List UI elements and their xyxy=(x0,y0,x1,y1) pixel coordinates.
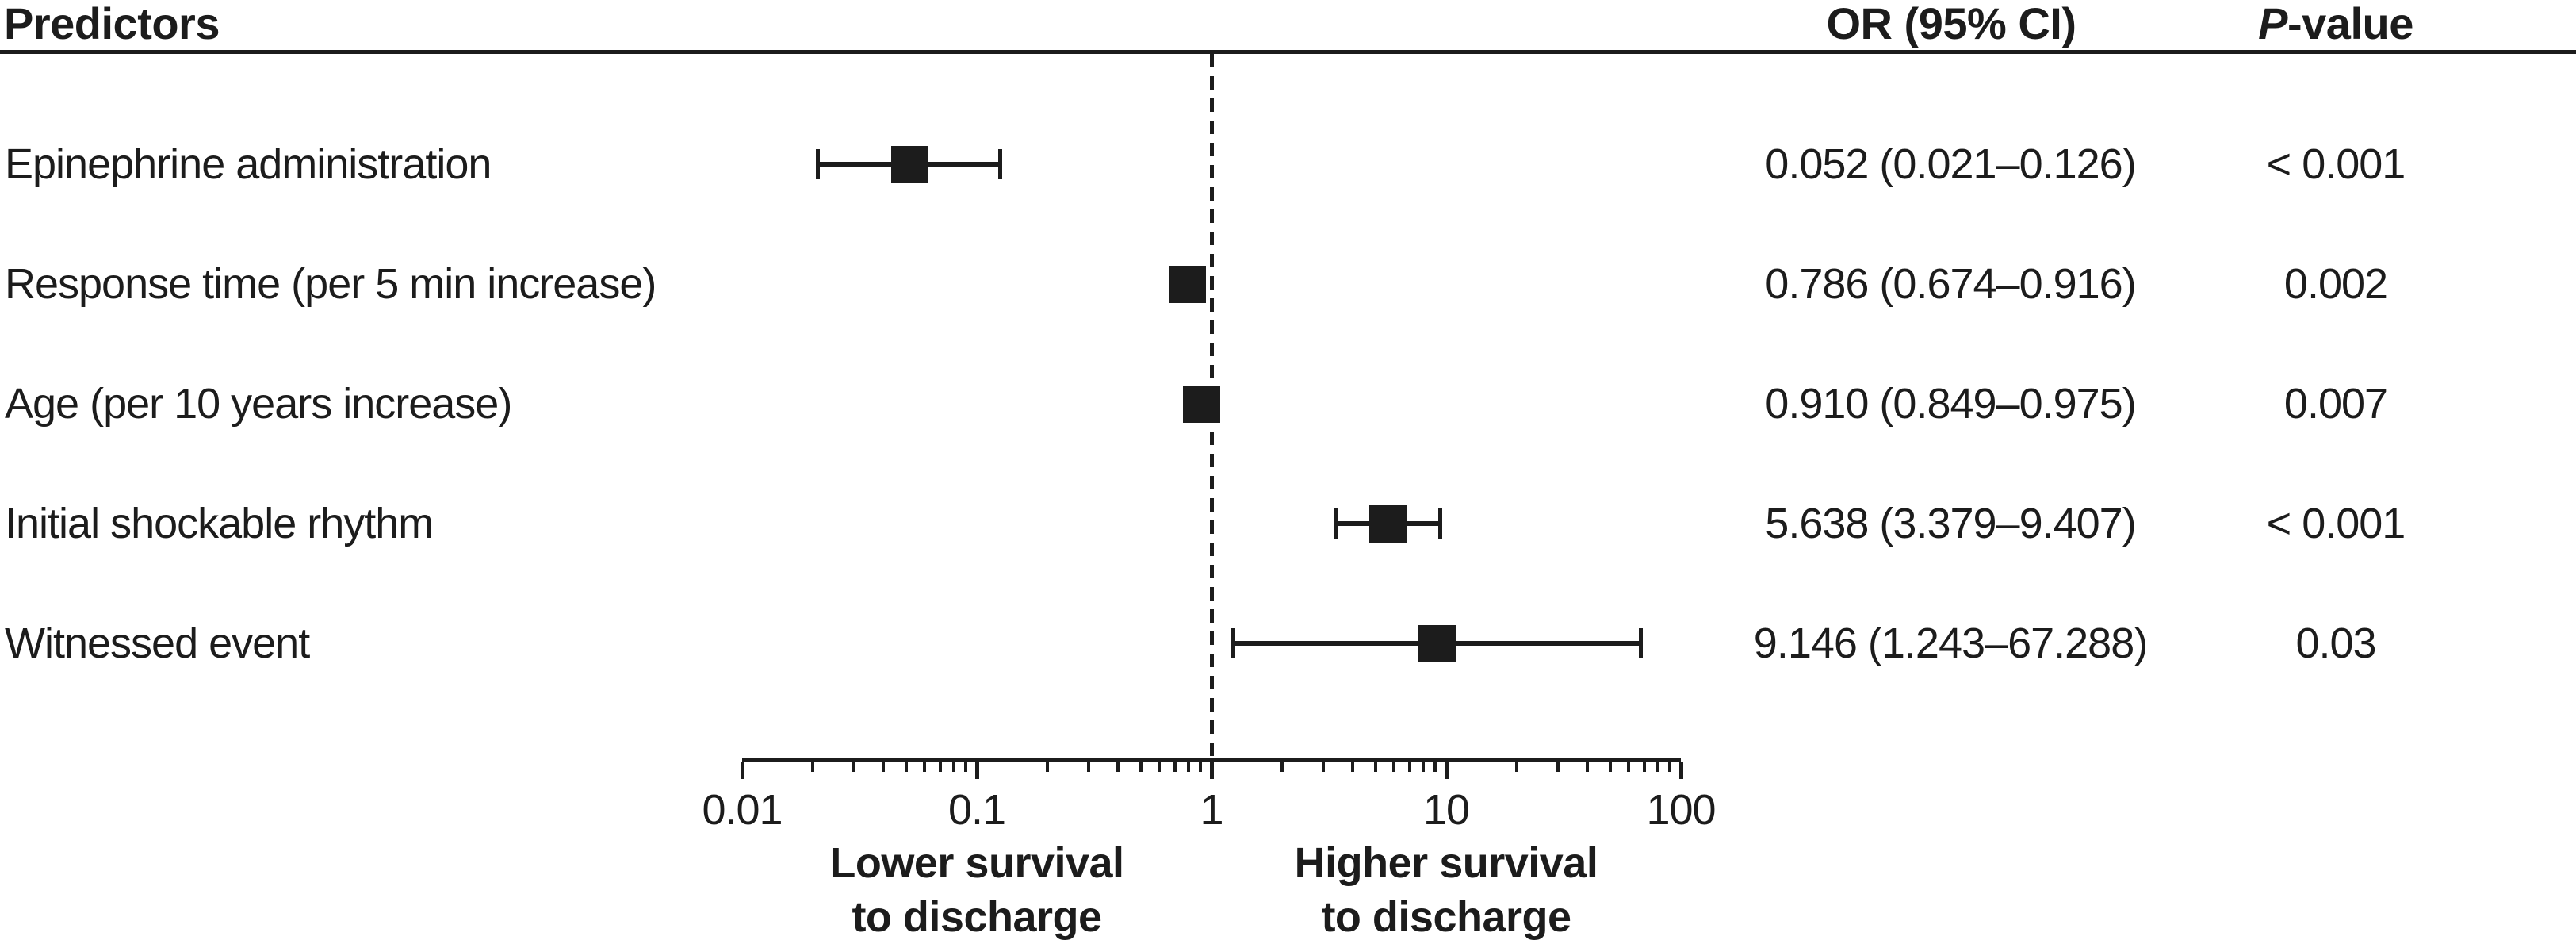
row-label-response-time: Response time (per 5 min increase) xyxy=(5,260,656,308)
axis-tick-minor xyxy=(1627,762,1631,772)
or-point-marker xyxy=(1168,265,1206,303)
axis-tick-minor xyxy=(1408,762,1412,772)
axis-tick-major xyxy=(1209,762,1214,779)
p-value: 0.03 xyxy=(2295,620,2376,667)
p-value-italic-p: P xyxy=(2258,0,2287,48)
axis-tick-minor xyxy=(1643,762,1647,772)
axis-tick-minor xyxy=(904,762,908,772)
or-ci-value: 0.786 (0.674–0.916) xyxy=(1765,260,2136,308)
axis-tick-minor xyxy=(1116,762,1120,772)
p-value: < 0.001 xyxy=(2266,140,2406,188)
axis-tick-minor xyxy=(964,762,968,772)
or-ci-value: 0.052 (0.021–0.126) xyxy=(1765,140,2136,188)
row-label-epinephrine: Epinephrine administration xyxy=(5,140,492,188)
axis-tick-major xyxy=(1678,762,1683,779)
or-point-marker xyxy=(1368,505,1407,543)
axis-tick-major xyxy=(1444,762,1449,779)
axis-tick-minor xyxy=(811,762,815,772)
ci-cap-right xyxy=(998,149,1003,179)
ci-cap-left xyxy=(1231,628,1236,658)
axis-tick-minor xyxy=(1351,762,1355,772)
x-tick-label: 0.1 xyxy=(947,786,1006,834)
axis-tick-minor xyxy=(1656,762,1660,772)
axis-tick-minor xyxy=(1187,762,1191,772)
x-tick-label: 0.01 xyxy=(702,786,783,834)
axis-tick-major xyxy=(740,762,744,779)
or-ci-value: 5.638 (3.379–9.407) xyxy=(1765,500,2136,547)
axis-tick-minor xyxy=(1433,762,1437,772)
p-value-rest: -value xyxy=(2287,0,2413,48)
x-tick-label: 100 xyxy=(1646,786,1716,834)
axis-tick-minor xyxy=(1608,762,1612,772)
column-header-predictors: Predictors xyxy=(4,0,220,48)
axis-tick-major xyxy=(974,762,979,779)
axis-caption-higher-survival: Higher survival to discharge xyxy=(1169,836,1724,944)
axis-tick-minor xyxy=(1158,762,1162,772)
or-ci-value: 0.910 (0.849–0.975) xyxy=(1765,380,2136,428)
axis-tick-minor xyxy=(882,762,886,772)
axis-tick-minor xyxy=(1515,762,1519,772)
axis-tick-minor xyxy=(952,762,956,772)
row-label-age: Age (per 10 years increase) xyxy=(5,380,512,428)
row-label-witnessed-event: Witnessed event xyxy=(5,620,310,667)
axis-tick-minor xyxy=(1199,762,1203,772)
p-value: 0.007 xyxy=(2283,380,2388,428)
x-axis-line xyxy=(742,758,1681,762)
axis-tick-minor xyxy=(1322,762,1326,772)
axis-tick-minor xyxy=(939,762,943,772)
axis-caption-line: Higher survival xyxy=(1294,839,1598,887)
axis-caption-line: to discharge xyxy=(1321,893,1571,941)
axis-tick-minor xyxy=(1280,762,1284,772)
or-point-marker xyxy=(1183,385,1221,423)
axis-tick-minor xyxy=(923,762,927,772)
axis-caption-line: to discharge xyxy=(852,893,1102,941)
axis-tick-minor xyxy=(1046,762,1050,772)
axis-tick-minor xyxy=(1556,762,1560,772)
ci-cap-right xyxy=(1437,508,1442,539)
x-tick-label: 10 xyxy=(1422,786,1470,834)
axis-tick-minor xyxy=(1173,762,1177,772)
x-tick-label: 1 xyxy=(1200,786,1223,834)
or-point-marker xyxy=(1418,624,1456,662)
ci-cap-left xyxy=(1334,508,1338,539)
column-header-p-value: P-value xyxy=(2177,0,2494,49)
axis-tick-minor xyxy=(1087,762,1091,772)
row-label-shockable-rhythm: Initial shockable rhythm xyxy=(5,500,434,547)
p-value: 0.002 xyxy=(2283,260,2388,308)
axis-tick-minor xyxy=(1392,762,1396,772)
axis-tick-minor xyxy=(1373,762,1377,772)
axis-tick-minor xyxy=(1139,762,1143,772)
axis-caption-line: Lower survival xyxy=(829,839,1124,887)
header-rule xyxy=(0,50,2576,54)
or-ci-value: 9.146 (1.243–67.288) xyxy=(1753,620,2148,667)
ci-cap-left xyxy=(815,149,820,179)
axis-tick-minor xyxy=(1586,762,1590,772)
axis-tick-minor xyxy=(1668,762,1672,772)
p-value: < 0.001 xyxy=(2266,500,2406,547)
axis-tick-minor xyxy=(852,762,856,772)
axis-tick-minor xyxy=(1422,762,1426,772)
or-point-marker xyxy=(891,145,929,183)
ci-cap-right xyxy=(1638,628,1643,658)
axis-caption-lower-survival: Lower survival to discharge xyxy=(699,836,1254,944)
column-header-or-ci: OR (95% CI) xyxy=(1826,0,2077,48)
